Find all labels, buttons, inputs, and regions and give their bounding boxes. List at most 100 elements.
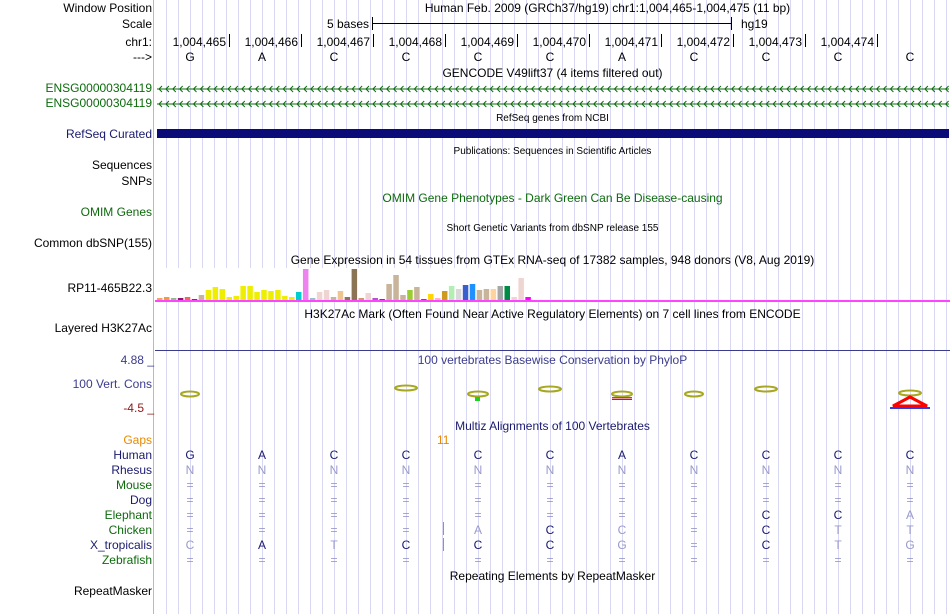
h3k27ac-track-title[interactable]: H3K27Ac Mark (Often Found Near Active Re… — [304, 307, 801, 321]
phylop-logos[interactable] — [155, 378, 950, 412]
omim-label[interactable]: OMIM Genes — [80, 205, 152, 219]
strand-label[interactable]: ---> — [133, 50, 152, 64]
gtex-tissue-bar[interactable] — [414, 287, 420, 300]
gtex-tissue-bar[interactable] — [191, 299, 198, 300]
publications-track-title[interactable]: Publications: Sequences in Scientific Ar… — [453, 146, 652, 157]
gtex-tissue-bar[interactable] — [358, 298, 365, 300]
gtex-tissue-bar[interactable] — [309, 298, 316, 300]
species-label[interactable]: Elephant — [104, 508, 152, 522]
gtex-tissue-bar[interactable] — [302, 269, 309, 300]
gtex-tissue-bar[interactable] — [400, 295, 406, 300]
gtex-track-title[interactable]: Gene Expression in 54 tissues from GTEx … — [290, 253, 815, 267]
gtex-tissue-bar[interactable] — [372, 298, 378, 300]
dbsnp-track-title[interactable]: Short Genetic Variants from dbSNP releas… — [446, 223, 659, 234]
gencode-item-label-2[interactable]: ENSG00000304119 — [45, 96, 152, 110]
species-label[interactable]: Dog — [129, 493, 152, 507]
species-label[interactable]: Mouse — [115, 478, 152, 492]
gtex-tissue-bar[interactable] — [386, 284, 392, 300]
gaps-label[interactable]: Gaps — [123, 433, 152, 447]
omim-track-title[interactable]: OMIM Gene Phenotypes - Dark Green Can Be… — [382, 191, 723, 205]
gap-marker-chicken — [443, 522, 444, 535]
gtex-tissue-bar[interactable] — [511, 297, 517, 300]
base-letter: G — [185, 50, 195, 64]
aligned-base: C — [833, 508, 843, 522]
gtex-tissue-bar[interactable] — [198, 295, 205, 300]
gtex-tissue-bar[interactable] — [254, 292, 260, 300]
species-label[interactable]: Chicken — [108, 523, 152, 537]
gtex-tissue-bar[interactable] — [212, 287, 219, 300]
gtex-tissue-bar[interactable] — [184, 297, 191, 300]
gtex-tissue-bar[interactable] — [365, 293, 372, 300]
gtex-tissue-bar[interactable] — [268, 291, 274, 300]
gtex-tissue-bar[interactable] — [337, 291, 344, 300]
phylop-track-title[interactable]: 100 vertebrates Basewise Conservation by… — [417, 353, 688, 367]
gtex-tissue-bar[interactable] — [240, 286, 246, 300]
gtex-tissue-bar[interactable] — [226, 297, 233, 300]
gtex-tissue-bar[interactable] — [170, 298, 177, 300]
gtex-tissue-bar[interactable] — [504, 286, 511, 300]
gtex-tissue-bar[interactable] — [518, 278, 524, 300]
aligned-base: = — [690, 493, 698, 507]
gtex-tissue-bar[interactable] — [282, 296, 288, 300]
gtex-tissue-bar[interactable] — [247, 286, 253, 300]
gtex-tissue-bar[interactable] — [330, 297, 337, 300]
sequences-label[interactable]: Sequences — [91, 158, 152, 172]
gtex-tissue-bar[interactable] — [441, 291, 448, 300]
gtex-tissue-bar[interactable] — [435, 298, 441, 300]
gtex-tissue-bar[interactable] — [219, 289, 226, 300]
gtex-tissue-bar[interactable] — [323, 290, 330, 300]
gencode-track-title[interactable]: GENCODE V49lift37 (4 items filtered out) — [442, 66, 663, 80]
gtex-tissue-bar[interactable] — [233, 296, 239, 300]
gencode-transcript-2[interactable] — [157, 100, 949, 108]
gtex-bar-chart[interactable] — [155, 266, 950, 304]
refseq-track-title[interactable]: RefSeq genes from NCBI — [496, 113, 609, 124]
h3k27ac-label[interactable]: Layered H3K27Ac — [54, 321, 152, 335]
position-title[interactable]: Human Feb. 2009 (GRCh37/hg19) chr1:1,004… — [424, 1, 791, 15]
gtex-tissue-bar[interactable] — [483, 289, 490, 300]
gtex-tissue-bar[interactable] — [407, 290, 413, 300]
gtex-tissue-bar[interactable] — [455, 289, 462, 300]
gtex-tissue-bar[interactable] — [476, 290, 483, 300]
gtex-tissue-bar[interactable] — [393, 275, 399, 300]
species-label[interactable]: Rhesus — [111, 463, 152, 477]
gtex-tissue-bar[interactable] — [157, 298, 163, 300]
gtex-tissue-bar[interactable] — [525, 297, 531, 300]
gtex-tissue-bar[interactable] — [316, 292, 323, 300]
gtex-tissue-bar[interactable] — [448, 286, 455, 300]
aligned-base: T — [330, 538, 338, 552]
snps-label[interactable]: SNPs — [121, 174, 152, 188]
dbsnp-label[interactable]: Common dbSNP(155) — [33, 236, 152, 250]
refseq-gene-bar[interactable] — [157, 129, 949, 138]
gtex-tissue-bar[interactable] — [275, 290, 281, 300]
gtex-tissue-bar[interactable] — [421, 299, 427, 300]
gtex-tissue-bar[interactable] — [177, 298, 184, 300]
gtex-tissue-bar[interactable] — [344, 297, 351, 300]
gtex-tissue-bar[interactable] — [289, 297, 295, 300]
gtex-tissue-bar[interactable] — [261, 290, 267, 300]
gtex-tissue-bar[interactable] — [163, 297, 170, 300]
gtex-tissue-bar[interactable] — [296, 292, 302, 300]
species-label[interactable]: Zebrafish — [101, 553, 152, 567]
repeatmasker-label[interactable]: RepeatMasker — [73, 584, 152, 598]
gencode-transcript-1[interactable] — [157, 85, 949, 93]
species-label[interactable]: X_tropicalis — [89, 538, 152, 552]
gtex-tissue-bar[interactable] — [497, 286, 504, 300]
aligned-base: = — [186, 523, 194, 537]
gtex-label[interactable]: RP11-465B22.3 — [67, 281, 152, 295]
gtex-tissue-bar[interactable] — [490, 289, 497, 300]
gencode-item-label-1[interactable]: ENSG00000304119 — [45, 81, 152, 95]
species-label[interactable]: Human — [113, 448, 152, 462]
gtex-tissue-bar[interactable] — [351, 269, 358, 300]
repeatmasker-track-title[interactable]: Repeating Elements by RepeatMasker — [449, 569, 656, 583]
cons-label[interactable]: 100 Vert. Cons — [72, 377, 152, 391]
multiz-track-title[interactable]: Multiz Alignments of 100 Vertebrates — [455, 419, 650, 433]
aligned-base: = — [186, 478, 194, 492]
gtex-tissue-bar[interactable] — [379, 299, 385, 300]
gtex-tissue-bar[interactable] — [428, 294, 434, 300]
refseq-label[interactable]: RefSeq Curated — [65, 127, 152, 141]
gtex-tissue-bar[interactable] — [462, 285, 469, 300]
gtex-tissue-bar[interactable] — [205, 290, 212, 300]
aligned-base: G — [617, 538, 627, 552]
gtex-tissue-bar[interactable] — [469, 284, 476, 300]
base-grid — [155, 0, 950, 614]
